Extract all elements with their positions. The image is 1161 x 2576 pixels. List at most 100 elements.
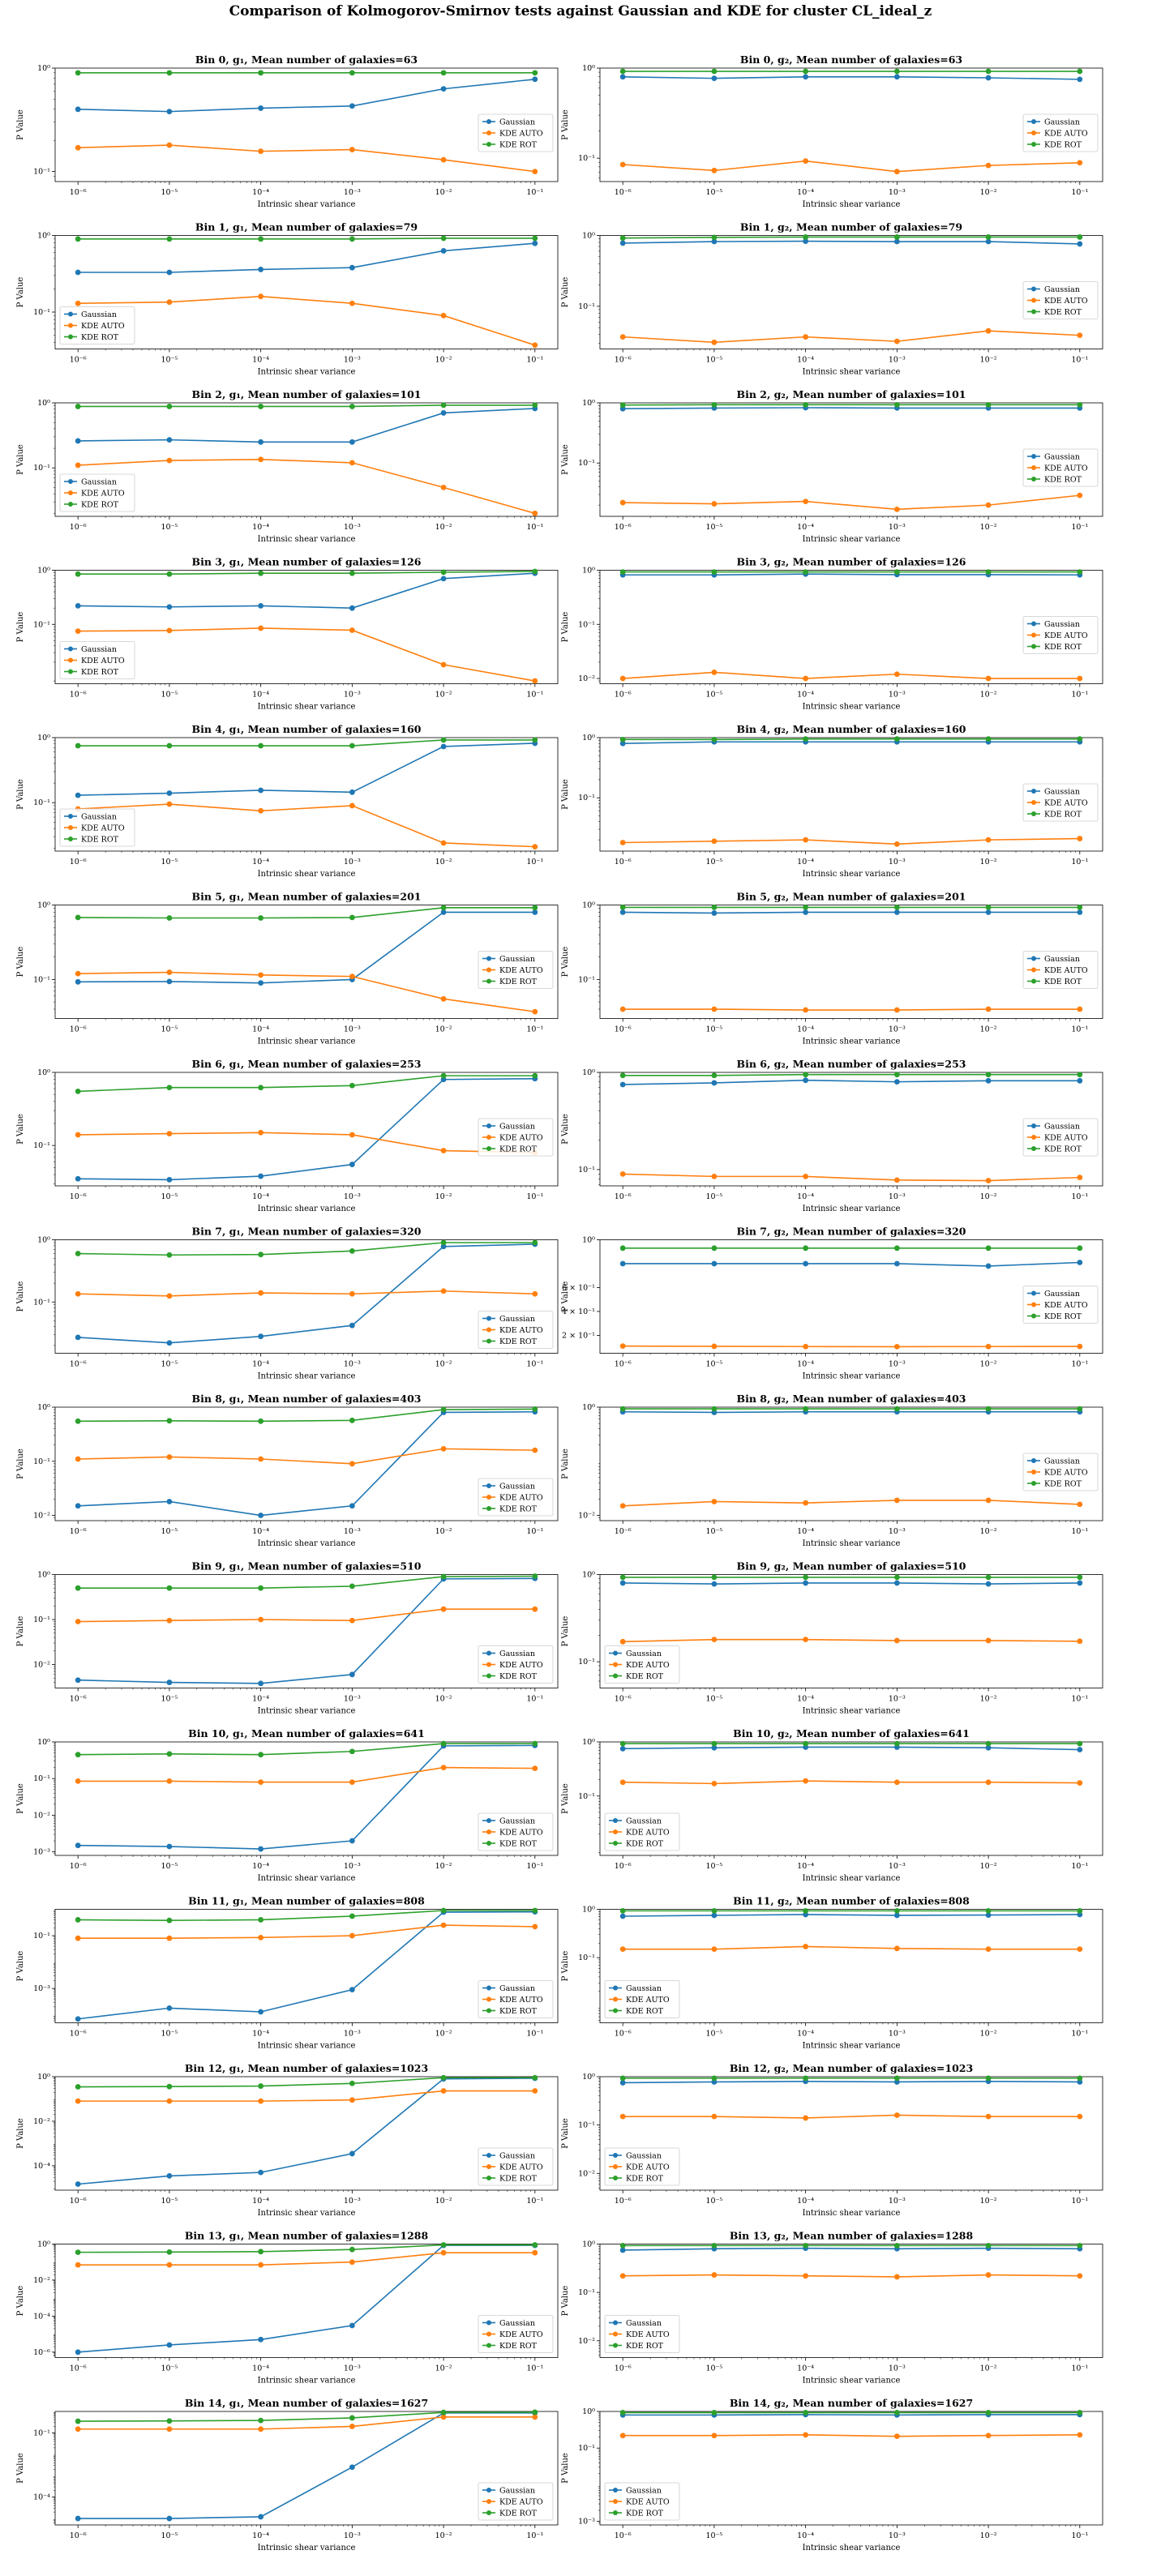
plot-frame — [599, 1072, 1103, 1187]
data-point — [985, 736, 992, 742]
data-point — [619, 909, 626, 915]
plot-frame — [54, 402, 559, 517]
y-tick-label: 10⁰ — [37, 64, 50, 73]
data-point — [532, 402, 538, 409]
plot-frame — [599, 67, 1103, 182]
legend: Gaussian KDE AUTO KDE ROT — [478, 1812, 554, 1851]
x-tick-label: 10⁻⁵ — [705, 2030, 722, 2039]
legend-marker — [1031, 297, 1036, 303]
y-tick-label: 10⁻² — [578, 674, 595, 683]
legend-box — [59, 306, 135, 344]
legend-label: KDE ROT — [499, 2510, 538, 2518]
x-tick-label: 10⁻¹ — [526, 1360, 543, 1369]
data-point — [711, 1907, 718, 1914]
legend-marker — [68, 657, 73, 663]
data-point — [893, 74, 900, 80]
subplot-title: Bin 1, g₁, Mean number of galaxies=79 — [195, 221, 418, 233]
data-point — [75, 438, 81, 444]
data-point — [349, 2424, 355, 2429]
data-point — [1077, 1072, 1083, 1078]
data-point — [803, 2115, 809, 2121]
data-point — [893, 736, 900, 742]
legend-label: KDE AUTO — [499, 1661, 543, 1670]
data-point — [985, 1077, 992, 1084]
data-point — [619, 1779, 626, 1786]
x-tick-label: 10⁻⁴ — [252, 188, 269, 197]
x-tick-label: 10⁻³ — [889, 1862, 906, 1871]
data-point — [619, 161, 626, 168]
legend-label: KDE ROT — [1044, 308, 1082, 317]
legend-label: KDE AUTO — [1044, 130, 1088, 139]
series-line-kde-rot — [78, 1910, 535, 1921]
x-axis-label: Intrinsic shear variance — [803, 200, 901, 209]
data-point — [711, 1173, 718, 1179]
legend-marker — [1031, 309, 1036, 315]
data-point — [166, 2418, 173, 2424]
data-point — [711, 1574, 718, 1581]
data-point — [985, 904, 992, 910]
series-line-kde-rot — [78, 1242, 535, 1256]
legend-marker — [486, 2488, 491, 2493]
y-axis-label: P Value — [561, 277, 570, 308]
legend-marker — [613, 2510, 618, 2515]
legend-marker — [1031, 286, 1036, 292]
x-tick-label: 10⁻⁴ — [252, 356, 269, 365]
data-point — [711, 1080, 718, 1086]
y-tick-label: 10⁻¹ — [33, 464, 50, 473]
data-point — [75, 300, 81, 306]
y-tick-label: 10⁻¹ — [33, 798, 50, 807]
legend-box — [604, 1645, 680, 1684]
x-tick-label: 10⁻⁴ — [252, 1695, 269, 1704]
data-point — [532, 235, 538, 242]
data-point — [532, 1573, 538, 1579]
legend-marker — [486, 1841, 491, 1846]
legend-marker — [486, 1316, 491, 1321]
data-point — [440, 1239, 447, 1246]
data-point — [258, 1680, 264, 1687]
data-point — [532, 342, 538, 349]
y-axis-label: P Value — [561, 1951, 570, 1982]
legend-label: Gaussian — [1044, 453, 1080, 462]
x-tick-label: 10⁻⁴ — [797, 188, 814, 197]
series-line-kde-auto — [78, 2252, 535, 2266]
data-point — [803, 1740, 809, 1747]
data-point — [440, 743, 447, 750]
data-point — [440, 2414, 447, 2420]
legend-label: Gaussian — [81, 478, 117, 487]
data-point — [893, 338, 900, 344]
data-point — [75, 914, 81, 921]
legend-marker — [1031, 119, 1036, 124]
subplot-2-g2: Bin 2, g₂, Mean number of galaxies=101 10… — [561, 388, 1103, 544]
data-point — [349, 1838, 355, 1844]
series-line-kde-auto — [78, 295, 536, 346]
y-axis-label: P Value — [16, 2453, 25, 2484]
data-point — [258, 2417, 264, 2424]
legend-label: Gaussian — [499, 1483, 535, 1491]
x-tick-label: 10⁻⁴ — [797, 691, 814, 700]
x-axis-label: Intrinsic shear variance — [258, 1205, 356, 1213]
data-point — [349, 802, 355, 809]
data-point — [349, 1417, 355, 1423]
series-line-kde-auto — [623, 494, 1080, 511]
data-point — [985, 2242, 992, 2249]
y-tick-label: 10⁰ — [582, 1403, 595, 1412]
subplot-3-g1: Bin 3, g₁, Mean number of galaxies=126 10… — [16, 556, 559, 712]
x-tick-label: 10⁻¹ — [1071, 1192, 1088, 1201]
data-point — [75, 2084, 81, 2090]
subplot-0-g1: Bin 0, g₁, Mean number of galaxies=63 10⁻… — [16, 53, 559, 209]
legend-label: KDE ROT — [626, 2007, 664, 2016]
x-tick-label: 10⁻⁵ — [705, 1695, 722, 1704]
legend-label: KDE AUTO — [499, 1996, 543, 2005]
y-axis-label: P Value — [561, 2286, 570, 2317]
data-point — [166, 1293, 173, 1299]
x-tick-label: 10⁻⁶ — [70, 1695, 87, 1704]
data-point — [258, 1513, 264, 1518]
data-point — [349, 1748, 355, 1755]
y-tick-label: 10⁻² — [33, 2276, 50, 2285]
x-tick-label: 10⁻⁵ — [161, 1192, 178, 1201]
data-point — [1077, 1747, 1083, 1752]
x-tick-label: 10⁻¹ — [526, 2030, 543, 2039]
x-tick-label: 10⁻⁶ — [70, 1527, 87, 1536]
x-tick-label: 10⁻² — [980, 2364, 997, 2373]
y-axis-label: P Value — [561, 2453, 570, 2484]
